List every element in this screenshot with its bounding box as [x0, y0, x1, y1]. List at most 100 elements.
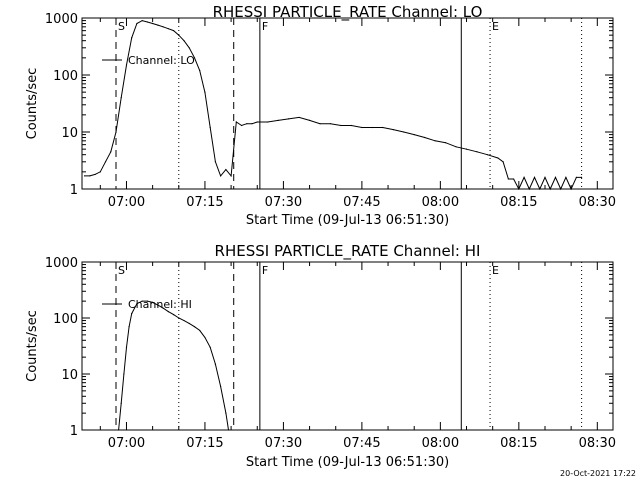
hi-chart-title: RHESSI PARTICLE_RATE Channel: HI [215, 242, 481, 261]
lo-data-point [267, 121, 269, 123]
lo-marker-label-f: F [262, 20, 268, 33]
lo-data-point [230, 175, 232, 177]
hi-data-point [172, 314, 175, 316]
lo-data-point [528, 188, 530, 190]
lo-y-tick-label: 100 [53, 69, 78, 84]
hi-data-point [220, 385, 222, 388]
lo-data-point [251, 123, 253, 125]
hi-data-point [204, 336, 206, 339]
hi-plot-frame [81, 261, 614, 431]
hi-data-point [131, 312, 133, 315]
hi-data-point [128, 326, 130, 328]
hi-data-point [178, 317, 180, 319]
lo-data-point [136, 22, 138, 25]
lo-data-point [424, 136, 426, 139]
lo-data-point [240, 124, 243, 127]
lo-data-point [193, 57, 196, 59]
lo-data-point [110, 151, 112, 153]
lo-y-tick-label: 10 [61, 126, 78, 141]
lo-x-tick-label: 07:15 [186, 195, 223, 210]
lo-data-point [554, 176, 557, 178]
hi-data-point [123, 373, 125, 375]
lo-data-point [89, 175, 91, 177]
lo-data-point [465, 148, 468, 150]
lo-data-point [319, 123, 321, 125]
chart-panel-hi: RHESSI PARTICLE_RATE Channel: HI Start Ti… [25, 242, 616, 470]
hi-marker-label-e: E [492, 264, 499, 277]
lo-x-tick-label: 07:00 [108, 195, 145, 210]
lo-data-point [167, 28, 169, 30]
hi-data-point [118, 429, 120, 431]
lo-data-point [277, 119, 279, 121]
lo-marker-label-s: S [118, 20, 125, 33]
lo-data-point [125, 64, 128, 66]
lo-marker-label-e: E [492, 20, 499, 33]
lo-data-point [413, 134, 415, 136]
hi-y-axis-label: Counts/sec [25, 310, 40, 382]
lo-data-point [94, 173, 96, 176]
lo-data-point [486, 154, 489, 156]
lo-data-point [502, 161, 504, 163]
lo-data-point [476, 151, 478, 153]
lo-data-point [183, 40, 185, 42]
hi-x-tick-label: 08:30 [579, 436, 616, 451]
hi-x-tick-label: 07:45 [343, 436, 380, 451]
lo-x-tick-label: 07:45 [343, 195, 380, 210]
hi-x-tick-label: 07:15 [186, 436, 223, 451]
lo-y-tick-label: 1000 [45, 12, 78, 27]
lo-x-tick-label: 08:30 [579, 195, 616, 210]
lo-data-point [434, 140, 436, 142]
lo-data-point [256, 121, 258, 123]
hi-data-point [152, 301, 154, 303]
lo-data-point [188, 47, 190, 49]
lo-x-tick-label: 08:15 [500, 195, 537, 210]
chart-panel-lo: RHESSI PARTICLE_RATE Channel: LO Start Ti… [25, 3, 616, 228]
lo-data-point [533, 176, 536, 178]
hi-data-point [199, 329, 201, 332]
lo-data-point [382, 126, 384, 129]
lo-data-point [162, 26, 164, 28]
lo-data-point [146, 21, 148, 23]
lo-data-point [214, 161, 217, 163]
lo-data-point [308, 119, 311, 121]
lo-data-point [152, 22, 154, 25]
hi-data-point [209, 346, 211, 348]
hi-y-tick-label: 10 [61, 368, 78, 383]
hi-x-axis-label: Start Time (09-Jul-13 06:51:30) [246, 455, 449, 470]
hi-data-point [125, 346, 128, 348]
lo-data-point [209, 126, 211, 129]
hi-x-tick-label: 08:15 [500, 436, 537, 451]
hi-data-point [157, 304, 159, 306]
lo-data-point [340, 124, 342, 127]
lo-data-point [204, 91, 206, 93]
hi-x-tick-label: 07:30 [265, 436, 302, 451]
hi-data-point [193, 326, 196, 328]
hi-data-point [120, 402, 122, 404]
hi-data-point [214, 363, 217, 365]
lo-data-point [570, 188, 572, 190]
hi-data-point [227, 429, 230, 431]
lo-data-point [518, 188, 520, 190]
lo-x-axis-label: Start Time (09-Jul-13 06:51:30) [246, 213, 449, 228]
lo-data-point [392, 129, 394, 131]
hi-data-point [188, 322, 190, 325]
lo-data-point [403, 131, 405, 133]
lo-data-point [565, 176, 567, 178]
lo-legend-label: Channel: LO [128, 54, 195, 67]
lo-data-point [361, 126, 363, 129]
lo-data-point [455, 146, 457, 148]
lo-data-point [371, 126, 373, 129]
lo-y-axis-label: Counts/sec [25, 68, 40, 140]
lo-data-point [288, 118, 290, 120]
lo-data-point [539, 188, 541, 190]
lo-y-tick-label: 1 [70, 183, 78, 198]
lo-data-point [120, 97, 122, 99]
lo-data-point [220, 175, 222, 177]
hi-data-point [225, 412, 227, 414]
hi-marker-label-f: F [262, 264, 268, 277]
lo-data-point [497, 157, 499, 159]
lo-data-point [115, 131, 117, 133]
lo-data-point [575, 176, 577, 178]
hi-legend-label: Channel: HI [128, 298, 192, 311]
lo-data-point [157, 24, 159, 26]
